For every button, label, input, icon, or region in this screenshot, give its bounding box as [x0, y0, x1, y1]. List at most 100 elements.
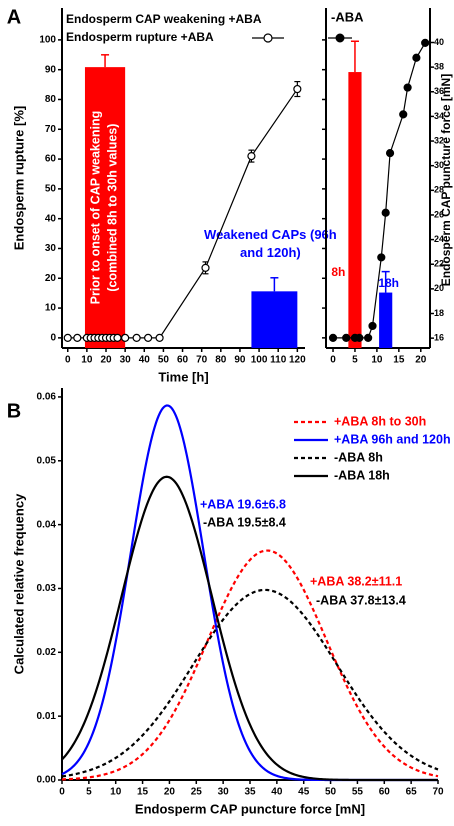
y2-tick-label: 38	[434, 62, 444, 72]
y-tick-label: 0.01	[37, 711, 57, 722]
x-tick-label: 45	[298, 787, 310, 798]
annotation: -ABA 37.8±13.4	[316, 593, 406, 607]
marker	[368, 321, 377, 331]
marker	[121, 333, 130, 342]
density-curve	[61, 475, 438, 782]
y-tick-label: 50	[45, 184, 57, 195]
marker	[247, 151, 256, 161]
x-tick-label: 35	[244, 787, 256, 798]
y2-tick-label: 16	[434, 333, 444, 343]
marker	[403, 83, 412, 92]
y2-tick-label: 24	[434, 234, 444, 244]
legend-text: -ABA	[331, 9, 364, 24]
annotation: -ABA 19.5±8.4	[203, 515, 286, 529]
legend-text: +ABA 96h and 120h	[334, 432, 451, 446]
x-tick-label: 20	[415, 355, 427, 366]
panel-label: A	[7, 6, 21, 28]
legend-marker	[263, 33, 273, 43]
y-tick-label: 70	[45, 124, 57, 135]
y-tick-label: 0.06	[37, 392, 57, 403]
bar-annotation: (combined 8h to 30h values)	[105, 124, 119, 292]
y-tick-label: 60	[45, 154, 57, 165]
y-tick-label: 0.04	[37, 519, 57, 530]
marker	[73, 333, 82, 342]
bar	[379, 292, 393, 348]
x-tick-label: 5	[352, 355, 358, 366]
marker	[113, 333, 122, 342]
y2-tick-label: 30	[434, 160, 444, 170]
x-tick-label: 40	[139, 355, 151, 366]
bar-annotation: Weakened CAPs (96h	[204, 227, 337, 242]
marker	[385, 149, 395, 158]
x-tick-label: 65	[406, 787, 418, 798]
y-tick-label: 0.03	[37, 583, 57, 594]
panel-label: B	[7, 400, 21, 422]
marker	[342, 333, 351, 342]
y2-tick-label: 40	[434, 37, 444, 47]
x-tick-label: 10	[110, 787, 122, 798]
y-tick-label: 30	[45, 243, 57, 254]
x-tick-label: 70	[196, 355, 208, 366]
legend-text: Endosperm CAP weakening +ABA	[66, 12, 262, 26]
y2-tick-label: 18	[434, 308, 444, 318]
y2-tick-label: 26	[434, 209, 444, 219]
y-tick-label: 10	[45, 303, 57, 314]
marker	[355, 333, 364, 342]
x-tick-label: 20	[100, 355, 112, 366]
x-tick-label: 40	[271, 787, 283, 798]
x-axis-title: Time [h]	[158, 369, 208, 384]
annotation: +ABA 19.6±6.8	[200, 497, 286, 511]
x-tick-label: 30	[218, 787, 230, 798]
y-tick-label: 0	[50, 333, 56, 344]
bar-annotation: Prior to onset of CAP weakening	[88, 111, 102, 305]
y-axis-title: Endosperm rupture [%]	[11, 106, 26, 250]
y2-axis-title: Endosperm CAP puncture force [mN]	[439, 74, 453, 286]
x-tick-label: 0	[65, 355, 71, 366]
legend-text: Endosperm rupture +ABA	[66, 30, 214, 44]
y2-tick-label: 36	[434, 86, 444, 96]
x-tick-label: 100	[251, 355, 268, 366]
marker	[399, 110, 408, 119]
y2-tick-label: 20	[434, 283, 444, 293]
marker	[63, 333, 72, 342]
y-tick-label: 90	[45, 64, 57, 75]
y-tick-label: 80	[45, 94, 57, 105]
density-curve	[61, 588, 439, 778]
legend-marker	[335, 33, 345, 43]
marker	[132, 333, 141, 342]
bar	[348, 72, 362, 348]
y2-tick-label: 34	[434, 111, 444, 121]
y2-tick-label: 22	[434, 259, 444, 269]
y-tick-label: 100	[39, 35, 56, 46]
y-tick-label: 20	[45, 273, 57, 284]
marker	[421, 38, 430, 47]
marker	[364, 333, 373, 342]
x-tick-label: 120	[289, 355, 306, 366]
density-curve	[61, 549, 439, 781]
x-tick-label: 80	[215, 355, 227, 366]
legend-text: +ABA 8h to 30h	[334, 414, 426, 428]
marker	[155, 333, 164, 342]
marker	[381, 208, 390, 217]
bar-label: 8h	[331, 265, 345, 279]
x-tick-label: 15	[137, 787, 149, 798]
bar	[84, 67, 126, 348]
annotation: +ABA 38.2±11.1	[310, 574, 402, 588]
x-tick-label: 25	[191, 787, 203, 798]
x-tick-label: 30	[120, 355, 132, 366]
marker	[377, 253, 386, 262]
y-tick-label: 0.05	[37, 455, 57, 466]
bar-label: 18h	[378, 276, 399, 290]
x-tick-label: 10	[371, 355, 383, 366]
marker	[328, 333, 338, 342]
x-tick-label: 0	[330, 355, 336, 366]
x-tick-label: 60	[379, 787, 391, 798]
x-tick-label: 90	[234, 355, 246, 366]
y2-tick-label: 32	[434, 135, 444, 145]
x-tick-label: 50	[158, 355, 170, 366]
legend-text: -ABA 8h	[334, 450, 383, 464]
bar	[251, 291, 298, 348]
x-tick-label: 50	[325, 787, 337, 798]
x-tick-label: 55	[352, 787, 364, 798]
